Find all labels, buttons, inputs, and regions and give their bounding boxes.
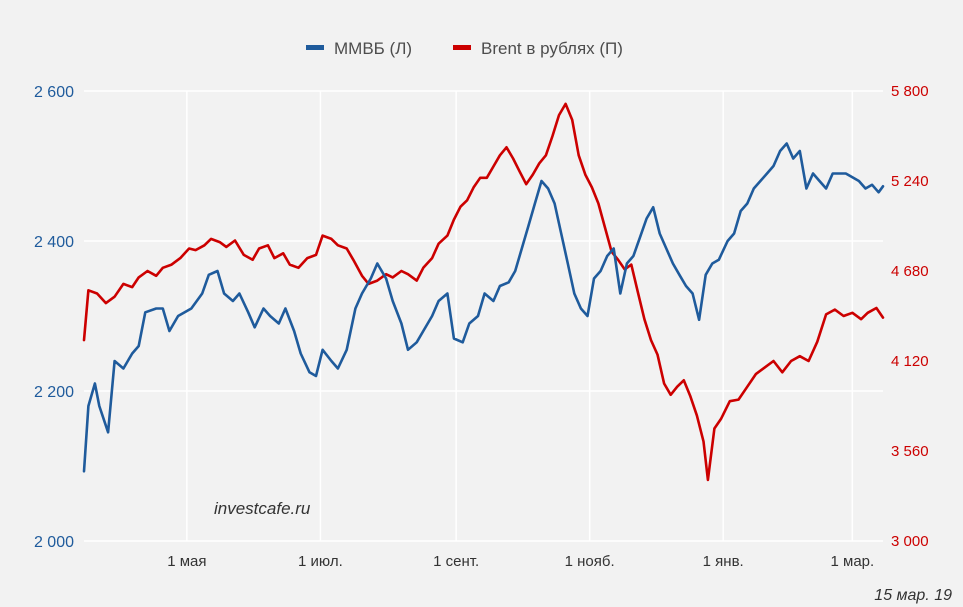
series-line-brent <box>82 102 885 482</box>
y-right-tick-label: 5 240 <box>891 173 929 190</box>
legend: ММВБ (Л) Brent в рублях (П) <box>306 39 623 58</box>
y-axis-right: 3 000 3 560 4 120 4 680 5 240 5 800 <box>891 83 929 550</box>
y-right-tick-label: 4 120 <box>891 353 929 370</box>
x-tick-label: 1 мая <box>167 553 206 570</box>
legend-swatch-brent <box>453 45 471 50</box>
y-left-tick-label: 2 000 <box>34 534 74 551</box>
y-axis-left: 2 000 2 200 2 400 2 600 <box>34 84 74 551</box>
x-tick-label: 1 нояб. <box>565 553 615 570</box>
x-axis: 1 мая 1 июл. 1 сент. 1 нояб. 1 янв. 1 мар. <box>167 553 874 570</box>
date-label: 15 мар. 19 <box>874 587 952 604</box>
legend-label-brent: Brent в рублях (П) <box>481 39 623 58</box>
legend-label-mmvb: ММВБ (Л) <box>334 39 412 58</box>
x-tick-label: 1 янв. <box>703 553 744 570</box>
watermark: investcafe.ru <box>214 499 311 518</box>
y-right-tick-label: 3 560 <box>891 443 929 460</box>
series-lines <box>82 102 885 482</box>
y-left-tick-label: 2 400 <box>34 234 74 251</box>
y-right-tick-label: 3 000 <box>891 533 929 550</box>
x-tick-label: 1 мар. <box>831 553 875 570</box>
y-left-tick-label: 2 200 <box>34 384 74 401</box>
legend-item-mmvb[interactable]: ММВБ (Л) <box>306 39 412 58</box>
y-left-tick-label: 2 600 <box>34 84 74 101</box>
legend-swatch-mmvb <box>306 45 324 50</box>
y-right-tick-label: 4 680 <box>891 263 929 280</box>
x-tick-label: 1 июл. <box>298 553 343 570</box>
legend-item-brent[interactable]: Brent в рублях (П) <box>453 39 623 58</box>
x-tick-label: 1 сент. <box>433 553 479 570</box>
series-line-mmvb <box>82 142 885 473</box>
y-right-tick-label: 5 800 <box>891 83 929 100</box>
